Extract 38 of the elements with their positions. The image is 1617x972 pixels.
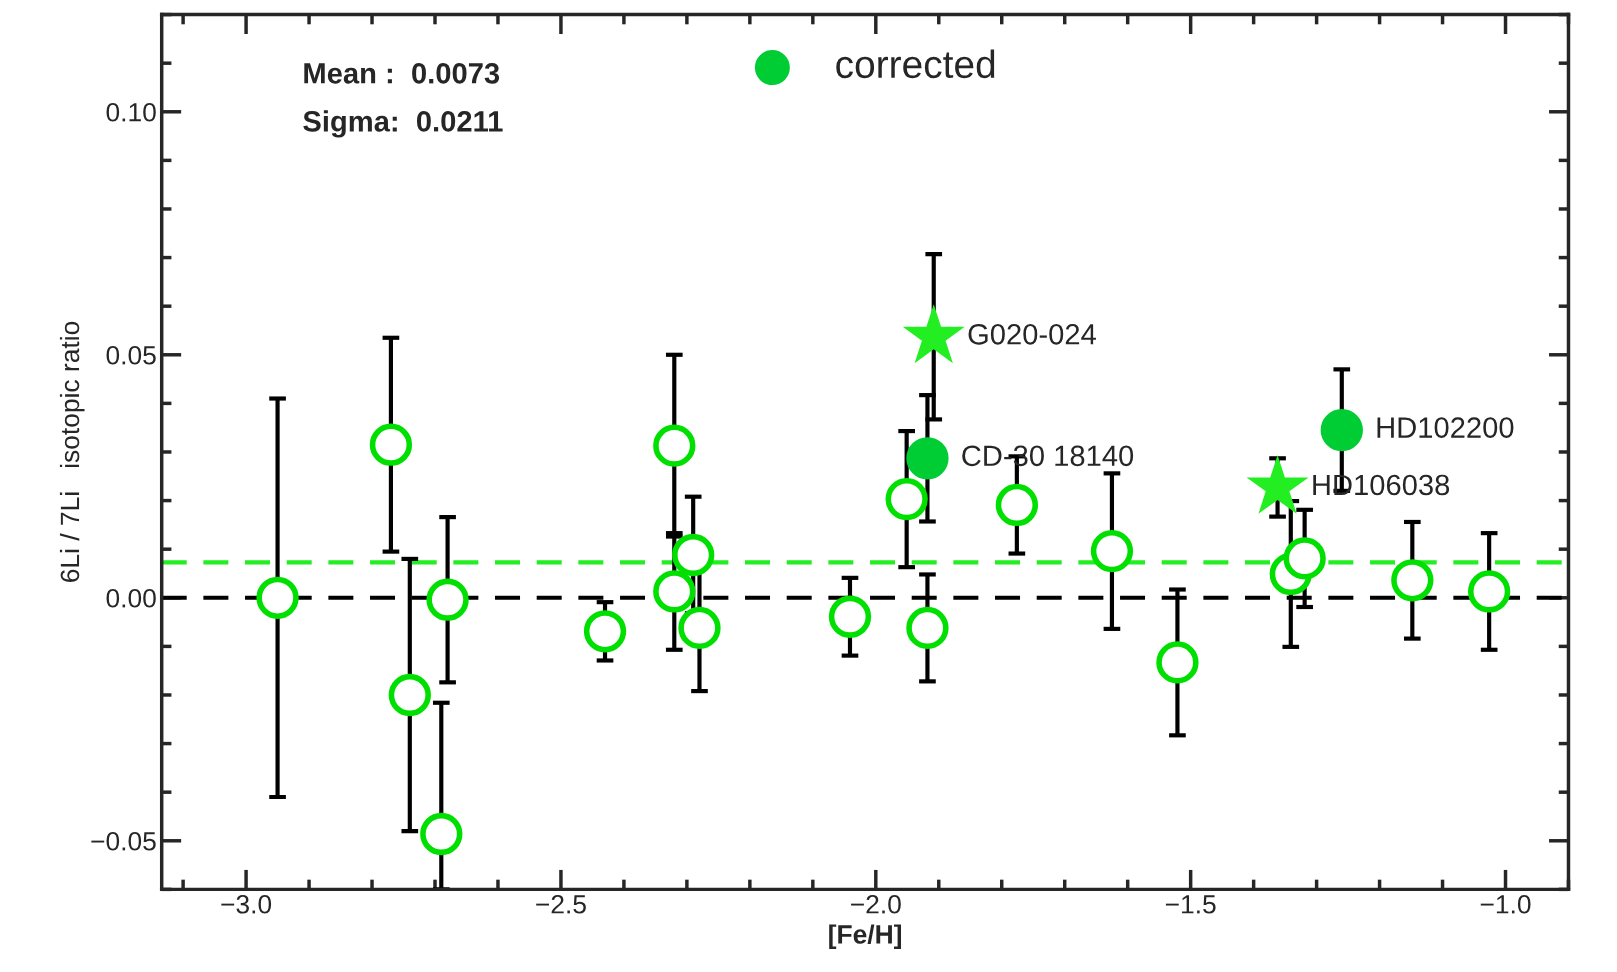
annotation: HD102200 xyxy=(1377,417,1514,438)
point xyxy=(1467,570,1511,613)
point xyxy=(369,423,413,466)
point xyxy=(995,483,1039,527)
point xyxy=(653,424,696,467)
annotation: G020-024 xyxy=(968,323,1096,345)
point xyxy=(672,533,715,577)
annotation: CD-30 18140 xyxy=(962,445,1134,467)
y-tick-label: 0.10 xyxy=(106,102,156,122)
point xyxy=(1156,641,1199,684)
y-axis-title: 6Li / 7Li isotopic ratio xyxy=(59,321,85,582)
point xyxy=(906,437,949,480)
annotation: Mean : 0.0073 xyxy=(304,62,500,84)
x-tick-label: −1.0 xyxy=(1480,894,1531,914)
point xyxy=(906,606,949,650)
x-tick-label: −3.0 xyxy=(221,894,272,914)
point xyxy=(678,606,721,650)
x-axis-title: [Fe/H] xyxy=(829,924,901,949)
y-tick-label: −0.05 xyxy=(91,831,156,851)
point xyxy=(828,595,872,638)
point xyxy=(1320,408,1363,452)
point xyxy=(1090,529,1134,573)
x-tick-label: −2.0 xyxy=(851,894,901,914)
point xyxy=(885,477,928,521)
point xyxy=(1391,559,1434,602)
legend-label: corrected xyxy=(836,49,995,79)
point xyxy=(426,578,469,621)
x-tick-label: −2.5 xyxy=(536,894,586,914)
annotation: Sigma: 0.0211 xyxy=(303,110,503,138)
y-tick-label: 0.00 xyxy=(106,588,156,608)
point xyxy=(256,576,299,619)
point xyxy=(583,610,627,653)
point xyxy=(420,812,463,856)
point xyxy=(653,570,696,613)
x-tick-label: −1.5 xyxy=(1165,895,1216,914)
point xyxy=(388,673,431,717)
y-tick-label: 0.05 xyxy=(106,345,156,365)
point xyxy=(1283,537,1326,580)
